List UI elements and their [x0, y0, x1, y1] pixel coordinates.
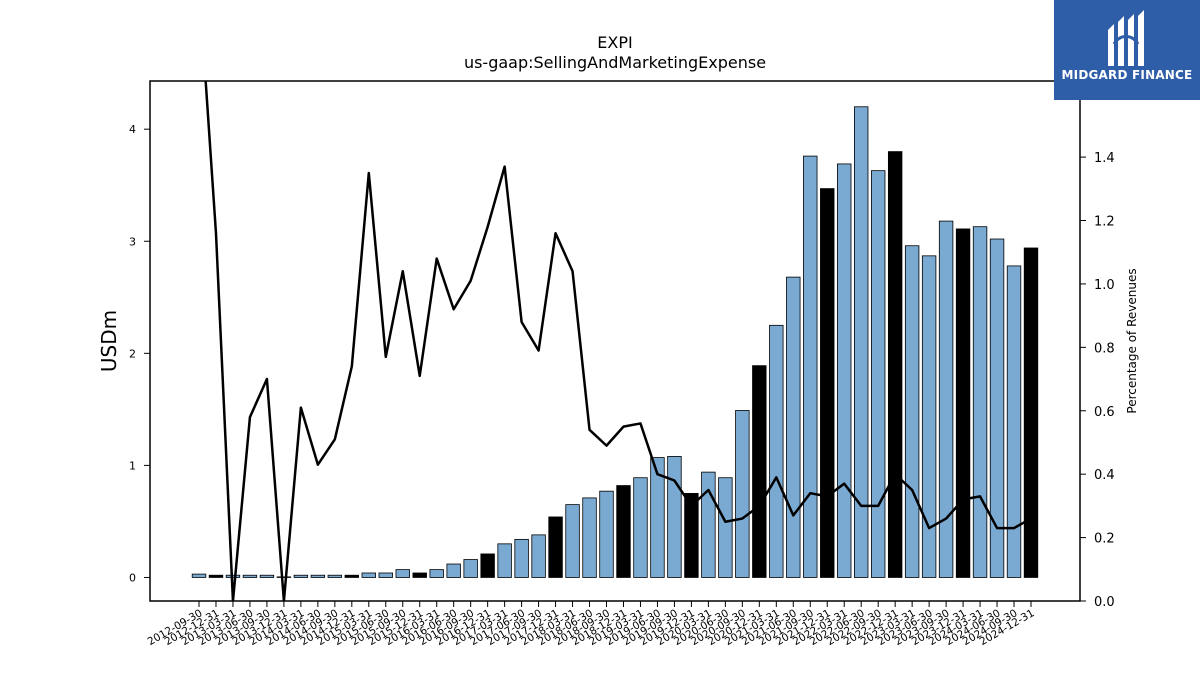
left-tick-label-4: 4: [129, 123, 136, 136]
bar-2022-03-31: [837, 163, 852, 578]
bar-2014-09-30: [327, 574, 343, 578]
bar-2017-06-30: [514, 538, 529, 578]
right-tick-label-1.4: 1.4: [1094, 151, 1115, 166]
right-tick-label-0.6: 0.6: [1094, 405, 1115, 420]
bar-2016-09-30: [463, 559, 478, 578]
bar-2022-09-30: [870, 170, 886, 578]
right-tick-label-1.2: 1.2: [1094, 215, 1115, 230]
bar-2021-03-31: [769, 324, 784, 578]
y-axis-label: USDm: [97, 310, 121, 372]
bar-2022-06-30: [854, 106, 869, 578]
right-tick-label-0.4: 0.4: [1094, 468, 1115, 483]
bar-2019-06-30: [650, 457, 665, 578]
bar-2020-09-30: [735, 410, 750, 578]
bar-2015-03-31: [361, 572, 376, 578]
bar-2015-06-30: [378, 572, 393, 578]
bar-2023-09-30: [938, 220, 954, 578]
bar-2016-12-31: [480, 553, 495, 578]
bar-2013-09-30: [259, 574, 275, 578]
plot-frame: [149, 80, 1081, 602]
bar-2021-09-30: [803, 155, 818, 578]
bar-2017-09-30: [531, 534, 546, 578]
brand-logo: MIDGARD FINANCE: [1054, 0, 1200, 100]
bar-2015-09-30: [395, 569, 410, 578]
left-tick-label-1: 1: [129, 459, 136, 472]
line-group: [204, 81, 1032, 601]
left-tick-label-0: 0: [129, 571, 136, 584]
bar-2021-12-31: [820, 188, 835, 578]
left-tick-label-2: 2: [129, 347, 136, 360]
bar-2013-06-30: [242, 574, 258, 578]
bar-2013-12-31: [276, 576, 292, 578]
right-tick-label-1.0: 1.0: [1094, 278, 1115, 293]
right-tick-label-0.0: 0.0: [1094, 595, 1115, 610]
bar-2014-03-31: [293, 574, 309, 578]
bar-2020-03-31: [701, 471, 716, 578]
bar-2017-03-31: [497, 543, 512, 578]
bar-2024-12-31: [1023, 247, 1039, 578]
bar-2016-06-30: [446, 563, 461, 578]
bar-2024-03-31: [972, 226, 988, 578]
bar-2015-12-31: [412, 572, 427, 578]
bar-2019-12-31: [684, 493, 699, 578]
bar-group: [191, 106, 1039, 578]
bar-2012-09-30: [191, 573, 207, 578]
bar-2014-06-30: [310, 574, 326, 578]
midgard-logo-icon: [1108, 10, 1144, 66]
bar-2023-06-30: [921, 255, 937, 578]
bar-2019-09-30: [667, 456, 682, 578]
bar-2018-12-31: [616, 485, 631, 578]
y-axis-right-label: Percentage of Revenues: [1125, 268, 1139, 413]
bar-2018-06-30: [582, 497, 597, 578]
chart-title: EXPI: [597, 33, 632, 52]
right-tick-label-0.2: 0.2: [1094, 532, 1115, 547]
bar-2019-03-31: [633, 477, 648, 578]
bar-2014-12-31: [344, 574, 359, 578]
left-tick-label-3: 3: [129, 235, 136, 248]
right-tick-label-0.8: 0.8: [1094, 341, 1115, 356]
left-axis: 0 1 2 3 4: [129, 123, 150, 584]
x-axis: 2012-09-302012-12-312013-03-312013-06-30…: [146, 601, 1037, 648]
chart-subtitle: us-gaap:SellingAndMarketingExpense: [464, 53, 766, 72]
bar-2016-03-31: [429, 569, 444, 578]
bar-2023-03-31: [904, 245, 920, 578]
right-axis: 0.0 0.2 0.4 0.6 0.8 1.0 1.2 1.4: [1080, 151, 1115, 610]
brand-name: MIDGARD FINANCE: [1061, 68, 1193, 82]
bar-2024-06-30: [989, 238, 1005, 578]
bar-2021-06-30: [786, 276, 801, 578]
bar-2023-12-31: [955, 228, 971, 578]
percentage-of-revenues-line: [204, 81, 1032, 601]
bar-2012-12-31: [208, 574, 224, 578]
bar-2022-12-31: [887, 151, 903, 578]
bar-2020-06-30: [718, 477, 733, 578]
bar-2018-03-31: [565, 504, 580, 578]
bar-2017-12-31: [548, 516, 563, 578]
bar-2020-12-31: [752, 365, 767, 578]
bar-2024-09-30: [1006, 265, 1022, 578]
bar-2018-09-30: [599, 490, 614, 578]
